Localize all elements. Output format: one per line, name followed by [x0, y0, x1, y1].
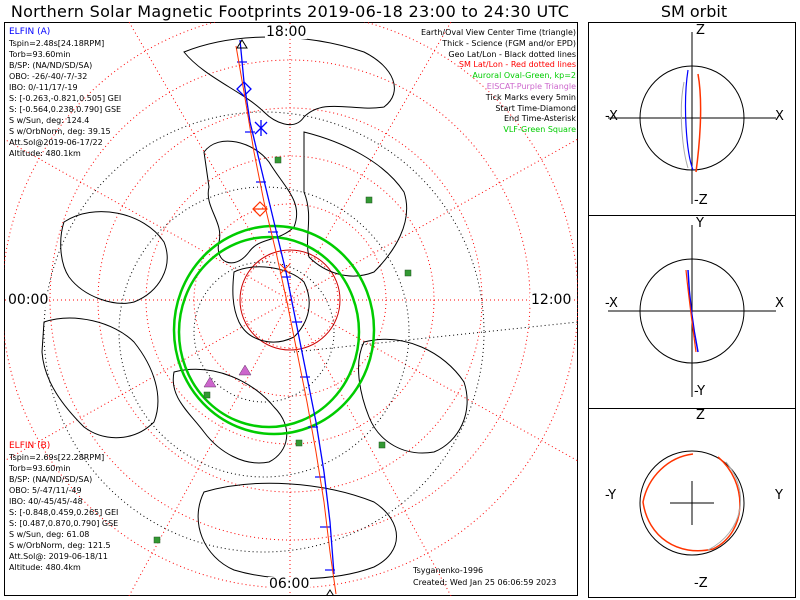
info-line: Torb=93.60min: [9, 50, 71, 59]
vlf-stations: [153, 156, 412, 544]
legend-item: End Time-Asterisk: [503, 114, 576, 124]
elfin-b-start-diamond: [252, 201, 268, 217]
elfin-a-track: [239, 39, 335, 575]
elfin-b-title: ELFIN (B): [9, 441, 51, 451]
earth-panel-3: [639, 450, 745, 556]
elfin-a-end-asterisk: [254, 120, 268, 136]
info-line: B/SP: (NA/ND/SD/SA): [9, 475, 93, 484]
hour-label-left: 00:00: [7, 292, 50, 308]
orbit-gray-panel-1: [680, 81, 689, 169]
info-line: IBO: 40/-45/45/-48: [9, 497, 83, 506]
auroral-oval: [172, 224, 376, 436]
info-line: Altitude: 480.1km: [9, 149, 81, 158]
info-line: Tspin=2.69s[22.28RPM]: [9, 453, 105, 462]
page-title: Northern Solar Magnetic Footprints 2019-…: [10, 2, 570, 21]
model-credit: Tsyganenko-1996: [413, 566, 484, 575]
earth-panel-1: [608, 32, 776, 204]
info-line: S w/Sun, deg: 61.08: [9, 530, 90, 539]
panel3-bottom-label: -Z: [694, 576, 708, 591]
panel1-top-label: Z: [696, 23, 705, 38]
info-line: B/SP: (NA/ND/SD/SA): [9, 61, 93, 70]
orbit-b-panel-2: [685, 269, 697, 353]
panel2-bottom-label: -Y: [694, 384, 706, 399]
panel3-right-label: Y: [775, 488, 783, 503]
panel1-bottom-label: -Z: [694, 193, 708, 208]
sm-orbit-title: SM orbit: [660, 2, 728, 21]
panel3-top-label: Z: [696, 408, 705, 423]
info-line: Tspin=2.48s[24.18RPM]: [9, 39, 105, 48]
info-line: IBO: 0/-11/17/-19: [9, 83, 78, 92]
info-line: Torb=93.60min: [9, 464, 71, 473]
legend-item: Geo Lat/Lon - Black dotted lines: [448, 49, 576, 59]
info-line: OBO: -26/-40/-7/-32: [9, 72, 88, 81]
panel2-top-label: Y: [696, 216, 704, 231]
polar-map-frame: [4, 22, 578, 596]
orbit-b-panel-1: [695, 73, 702, 173]
elfin-b-track: [235, 45, 337, 595]
panel2-right-label: X: [775, 296, 784, 311]
info-line: S w/OrbNorm, deg: 121.5: [9, 541, 111, 550]
info-line: S: [-0.848,0.459,0.265] GEI: [9, 508, 119, 517]
panel1-left-label: -X: [605, 109, 618, 124]
orbit-b-panel-3: [642, 453, 741, 552]
info-line: Att.Sol@: 2019-06-18/11: [9, 552, 108, 561]
info-line: S: [0.487,0.870,0.790] GSE: [9, 519, 119, 528]
view-center-triangles: [236, 39, 335, 596]
sm-pole-circle: [239, 249, 341, 351]
info-line: S: [-0.263,-0.821,0.505] GEI: [9, 94, 122, 103]
info-line: Att.Sol@2019-06-17/22: [9, 138, 103, 147]
legend-item: Auroral Oval-Green, kp=2: [472, 71, 576, 81]
orbit-a-panel-1: [684, 69, 694, 171]
orbit-gray-panel-3: [707, 461, 741, 551]
eiscat-triangles: [203, 364, 252, 388]
legend-item: Earth/Oval View Center Time (triangle): [420, 28, 576, 37]
hour-label-top: 18:00: [265, 24, 308, 40]
hour-label-right: 12:00: [530, 292, 573, 308]
sm-orbit-panels: [608, 32, 776, 556]
panel2-left-label: -X: [605, 296, 618, 311]
hour-label-bottom: 06:00: [268, 576, 311, 592]
legend-item: EISCAT-Purple Triangle: [486, 81, 576, 91]
orbit-a-panel-2: [687, 269, 699, 353]
created-credit: Created: Wed Jan 25 06:06:59 2023: [413, 578, 557, 587]
legend-item: Thick - Science (FGM and/or EPD): [442, 38, 576, 48]
elfin-a-title: ELFIN (A): [9, 27, 51, 37]
panel3-left-label: -Y: [605, 488, 617, 503]
legend-item: SM Lat/Lon - Red dotted lines: [458, 60, 576, 70]
elfin-a-start-diamond: [236, 81, 252, 97]
map-legend: Earth/Oval View Center Time (triangle) Th…: [390, 28, 576, 136]
info-line: S w/OrbNorm, deg: 39.15: [9, 127, 111, 136]
panel1-right-label: X: [775, 109, 784, 124]
legend-item: Tick Marks every 5min: [485, 92, 576, 102]
info-line: S w/Sun, deg: 124.4: [9, 116, 90, 125]
info-line: S: [-0.564,0.238,0.790] GSE: [9, 105, 122, 114]
elfin-b-asterisk: [279, 263, 291, 275]
legend-item: Start Time-Diamond: [495, 103, 576, 113]
info-line: OBO: 5/-47/11/-49: [9, 486, 82, 495]
geo-meridian: [293, 321, 578, 353]
legend-item: VLF-Green Square: [503, 125, 576, 135]
info-line: Altitude: 480.4km: [9, 563, 81, 572]
